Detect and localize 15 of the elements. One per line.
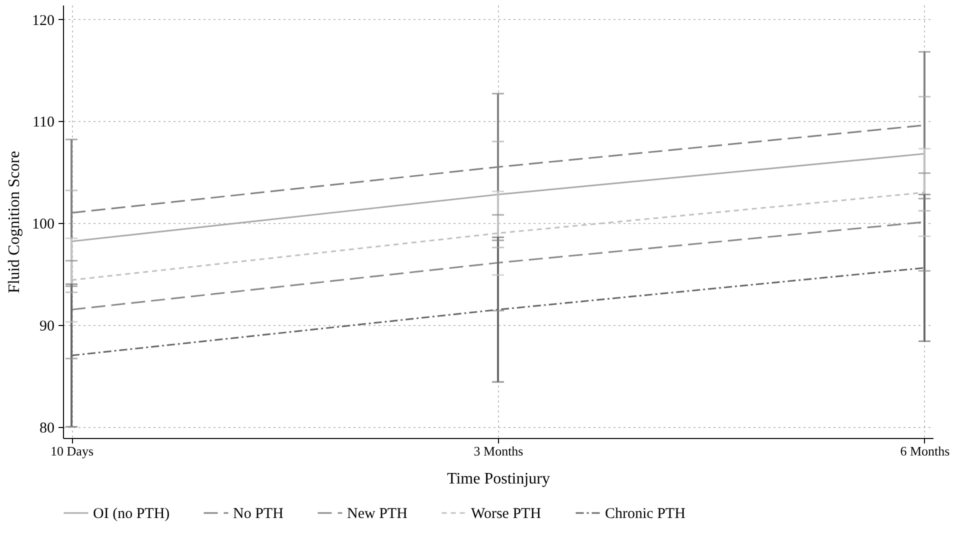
x-tick-label: 6 Months	[900, 444, 950, 458]
x-axis-title: Time Postinjury	[447, 470, 550, 488]
y-tick-label: 80	[40, 420, 54, 436]
x-tick-label: 10 Days	[50, 444, 94, 458]
y-tick-label: 120	[32, 12, 54, 29]
legend-label: No PTH	[233, 506, 284, 522]
y-tick-label: 90	[40, 318, 54, 334]
y-tick-label: 100	[32, 216, 54, 233]
legend-label: Chronic PTH	[605, 506, 686, 522]
legend-label: Worse PTH	[471, 506, 542, 522]
legend-label: New PTH	[347, 506, 408, 522]
y-axis-title: Fluid Cognition Score	[6, 150, 23, 294]
x-tick-label: 3 Months	[474, 444, 524, 458]
y-tick-label: 110	[32, 114, 54, 131]
legend-label: OI (no PTH)	[93, 506, 170, 522]
